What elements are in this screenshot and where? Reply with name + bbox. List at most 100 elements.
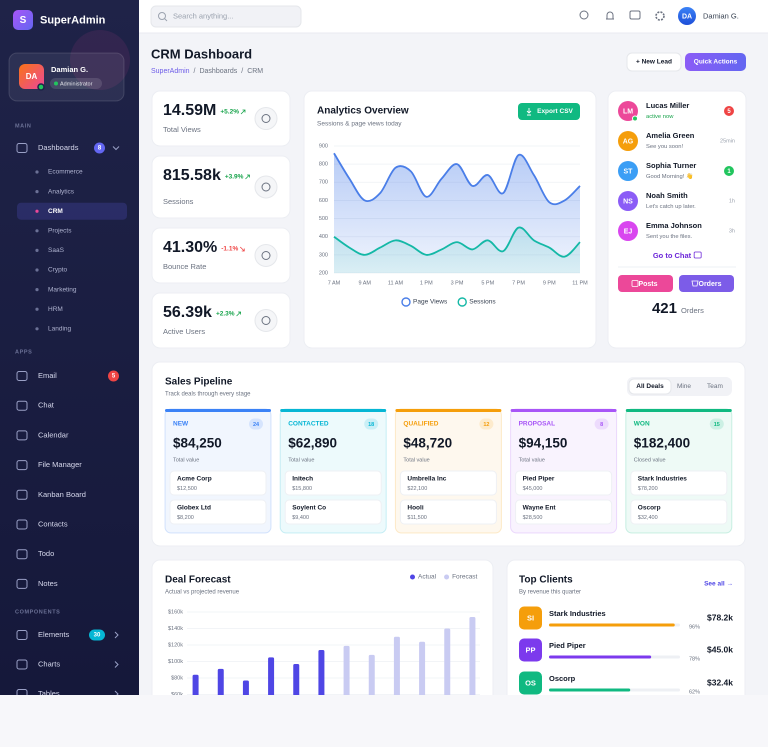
nav-icon <box>16 578 28 589</box>
btn-export[interactable] <box>518 103 580 120</box>
share-label: 62% <box>689 689 700 695</box>
nav-sublabel[interactable]: HRM <box>48 306 63 313</box>
deal-card[interactable] <box>169 470 267 496</box>
nav-label[interactable]: Dashboards <box>38 143 79 152</box>
nav-label[interactable]: File Manager <box>38 460 82 469</box>
btn-label[interactable]: Orders <box>699 281 722 288</box>
nav-label[interactable]: Tables <box>38 689 60 698</box>
nav-item[interactable] <box>12 545 128 563</box>
card <box>151 227 291 284</box>
nav-item[interactable] <box>12 656 128 674</box>
tab[interactable]: Team <box>707 383 723 390</box>
nav-sublabel[interactable]: Analytics <box>48 188 75 195</box>
msg-name[interactable]: Lucas Miller <box>646 101 689 110</box>
avatar-initials: DA <box>26 72 38 81</box>
see-all-link[interactable]: See all → <box>704 581 733 588</box>
msg-time: 25min <box>720 138 735 144</box>
msg-badge <box>724 106 734 116</box>
search-box[interactable] <box>150 5 302 28</box>
btn-label[interactable]: Quick Actions <box>694 59 738 66</box>
nav-label[interactable]: Chat <box>38 401 55 410</box>
deal-card[interactable] <box>284 470 382 496</box>
btn-orders[interactable] <box>679 275 734 292</box>
nav-item[interactable] <box>12 397 128 415</box>
nav-label[interactable]: Contacts <box>38 519 68 528</box>
btn-label[interactable]: + New Lead <box>636 59 672 66</box>
share-bar <box>549 655 652 659</box>
nav-sublabel[interactable]: Landing <box>48 326 72 333</box>
msg-text: active now <box>646 114 674 120</box>
user-role: Administrator <box>60 81 93 87</box>
legend-label: Page Views <box>413 299 448 306</box>
stage-count: 8 <box>600 422 603 428</box>
deal-card[interactable] <box>630 470 728 496</box>
nav-sublabel[interactable]: Crypto <box>48 267 68 274</box>
deal-card[interactable] <box>630 499 728 525</box>
nav-sublabel[interactable]: Ecommerce <box>48 169 83 176</box>
client-initials: SI <box>527 613 534 622</box>
client-initials: PP <box>525 645 535 654</box>
x-tick-label: 9 PM <box>543 280 556 286</box>
msg-name[interactable]: Emma Johnson <box>646 221 702 230</box>
user-glow <box>70 30 130 90</box>
nav-item[interactable] <box>12 516 128 534</box>
breadcrumb-item[interactable]: CRM <box>247 68 263 75</box>
nav-label[interactable]: Elements <box>38 630 70 639</box>
section-heading: Sales Pipeline <box>165 377 233 388</box>
msg-name[interactable]: Amelia Green <box>646 131 695 140</box>
stage-count: 15 <box>714 422 720 428</box>
nav-sublabel[interactable]: Projects <box>48 228 72 235</box>
card <box>607 90 747 349</box>
msg-avatar <box>618 101 638 121</box>
nav-dot <box>35 268 39 272</box>
deal-card[interactable] <box>284 499 382 525</box>
nav-sublabel[interactable]: SaaS <box>48 247 65 254</box>
stage-value: $94,150 <box>519 436 568 451</box>
nav-sublabel[interactable]: CRM <box>48 208 63 215</box>
btn-label[interactable]: Posts <box>638 281 657 288</box>
nav-label[interactable]: Calendar <box>38 430 69 439</box>
nav-label[interactable]: Todo <box>38 549 54 558</box>
tab[interactable]: All Deals <box>636 383 664 390</box>
nav-label[interactable]: Email <box>38 371 57 380</box>
deal-amount: $45,000 <box>523 486 543 492</box>
deal-card[interactable] <box>399 470 497 496</box>
chat-link[interactable]: Go to Chat <box>653 251 692 260</box>
tab-active <box>628 378 672 395</box>
legend-marker <box>410 574 415 580</box>
stage-count-pill <box>594 418 609 430</box>
msg-name[interactable]: Noah Smith <box>646 191 688 200</box>
stat-icon-bg <box>254 309 278 332</box>
nav-item[interactable] <box>12 426 128 444</box>
client-revenue: $32.4k <box>707 677 733 687</box>
y-tick-label: 200 <box>319 270 328 276</box>
y-tick-label: $140k <box>168 626 183 632</box>
btn-quick-actions[interactable] <box>685 53 746 71</box>
deal-card[interactable] <box>399 499 497 525</box>
breadcrumb-item[interactable]: SuperAdmin <box>151 68 190 75</box>
nav-item[interactable] <box>12 626 128 644</box>
deal-card[interactable] <box>515 499 613 525</box>
legend-label: Forecast <box>452 574 477 581</box>
nav-label[interactable]: Notes <box>38 579 58 588</box>
chart-subtitle: Actual vs projected revenue <box>165 590 240 596</box>
nav-item[interactable] <box>12 575 128 593</box>
deal-card[interactable] <box>169 499 267 525</box>
btn-posts[interactable] <box>618 275 673 292</box>
breadcrumb-item[interactable]: Dashboards <box>199 68 237 75</box>
client-initials: OS <box>525 678 536 687</box>
nav-label[interactable]: Kanban Board <box>38 490 86 499</box>
btn-label[interactable]: Export CSV <box>537 108 573 115</box>
nav-label[interactable]: Charts <box>38 659 60 668</box>
search-placeholder[interactable]: Search anything... <box>173 11 233 20</box>
deal-name: Umbrella Inc <box>407 476 446 483</box>
stage-count-pill <box>249 418 263 430</box>
msg-name[interactable]: Sophia Turner <box>646 161 696 170</box>
deal-card[interactable] <box>515 470 613 496</box>
stage-count: 12 <box>483 422 489 428</box>
icon-bell <box>606 11 614 20</box>
btn-new-lead[interactable] <box>626 52 682 72</box>
tab[interactable]: Mine <box>677 383 691 390</box>
nav-sublabel[interactable]: Marketing <box>48 286 77 293</box>
